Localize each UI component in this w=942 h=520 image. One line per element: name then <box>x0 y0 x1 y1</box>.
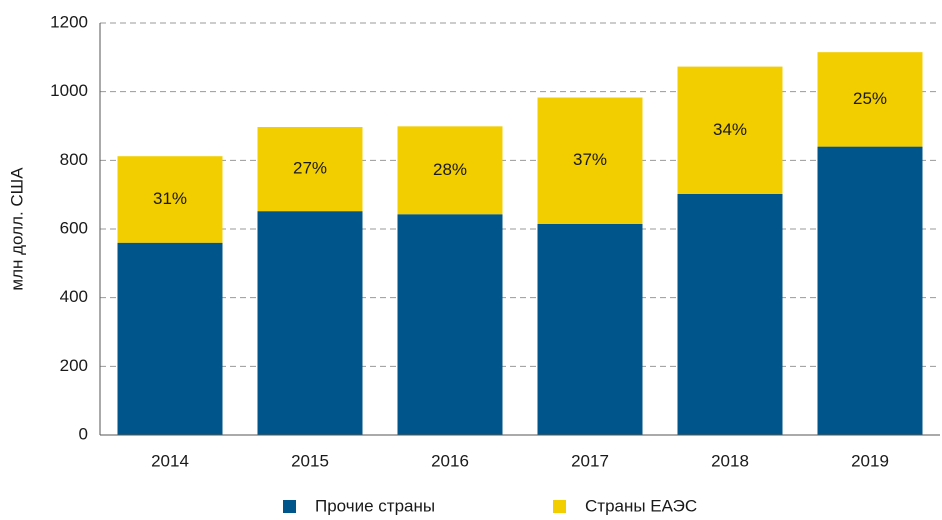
share-label: 34% <box>713 120 747 139</box>
bar-segment <box>537 223 643 435</box>
bar-segment <box>257 211 363 435</box>
legend-swatch <box>283 500 296 513</box>
bar-segment <box>677 66 783 194</box>
y-tick-label: 1000 <box>50 81 88 100</box>
y-axis-label: млн долл. США <box>7 167 26 291</box>
bar-segment <box>537 97 643 224</box>
x-tick-label: 2014 <box>151 451 189 470</box>
y-tick-label: 400 <box>60 287 88 306</box>
x-tick-label: 2017 <box>571 451 609 470</box>
x-tick-label: 2015 <box>291 451 329 470</box>
share-label: 25% <box>853 89 887 108</box>
y-tick-label: 800 <box>60 150 88 169</box>
y-tick-label: 600 <box>60 218 88 237</box>
share-label: 31% <box>153 189 187 208</box>
share-label: 37% <box>573 150 607 169</box>
legend-swatch <box>553 500 566 513</box>
y-tick-label: 1200 <box>50 12 88 31</box>
bar-segment <box>117 156 223 243</box>
x-tick-label: 2016 <box>431 451 469 470</box>
share-label: 28% <box>433 160 467 179</box>
bar-segment <box>257 127 363 212</box>
bar-segment <box>817 146 923 435</box>
y-tick-label: 200 <box>60 356 88 375</box>
legend-label: Страны ЕАЭС <box>585 496 697 515</box>
bar-segment <box>397 126 503 215</box>
share-label: 27% <box>293 159 327 178</box>
y-tick-label: 0 <box>79 424 88 443</box>
x-tick-label: 2018 <box>711 451 749 470</box>
bar-segment <box>397 214 503 435</box>
legend-label: Прочие страны <box>315 496 435 515</box>
bar-segment <box>817 52 923 147</box>
bar-segment <box>677 193 783 435</box>
x-tick-label: 2019 <box>851 451 889 470</box>
bar-segment <box>117 242 223 435</box>
